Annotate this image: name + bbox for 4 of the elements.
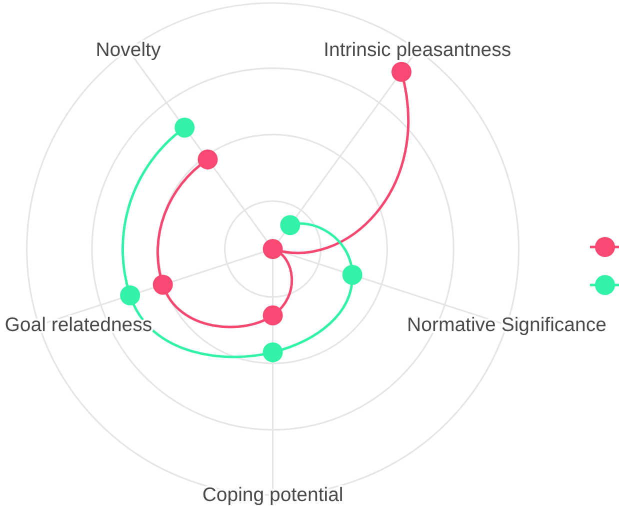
spoke-label: Normative Significance bbox=[407, 314, 606, 336]
spoke-label: Coping potential bbox=[202, 484, 344, 506]
spoke-label: Novelty bbox=[96, 38, 161, 61]
spoke-label: Intrinsic pleasantness bbox=[324, 38, 512, 61]
